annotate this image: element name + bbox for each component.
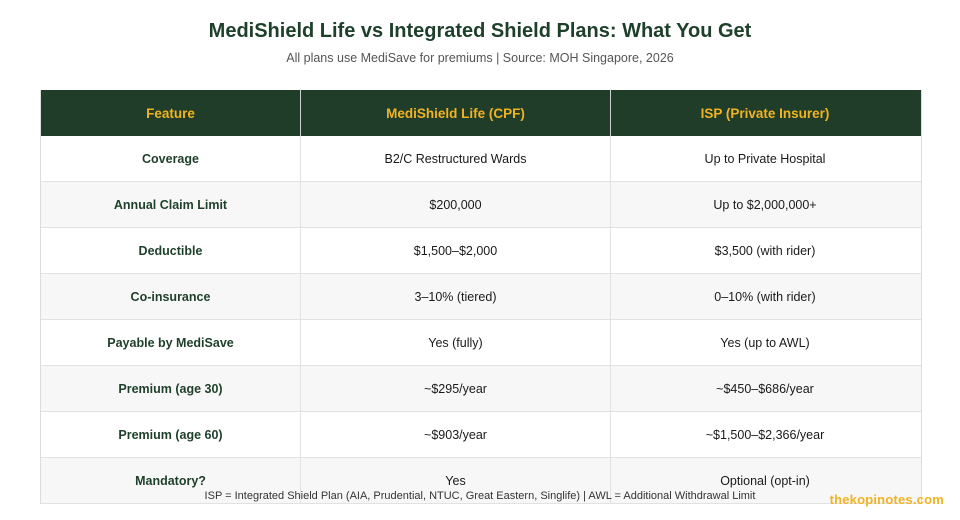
feature-cell: Co-insurance	[130, 289, 211, 304]
header-cell-medishield: MediShield Life (CPF)	[300, 90, 610, 136]
feature-cell: Deductible	[138, 243, 203, 258]
isp-cell: Optional (opt-in)	[610, 458, 919, 503]
medishield-cell: ~$903/year	[300, 412, 610, 457]
header-cell-feature: Feature	[146, 105, 195, 121]
table-header-row: Feature MediShield Life (CPF) ISP (Priva…	[41, 90, 921, 136]
comparison-table: Feature MediShield Life (CPF) ISP (Priva…	[40, 90, 922, 504]
feature-cell: Premium (age 30)	[118, 381, 223, 396]
isp-cell: 0–10% (with rider)	[610, 274, 919, 319]
table-row: Coverage B2/C Restructured Wards Up to P…	[41, 136, 921, 182]
brand-watermark: thekopinotes.com	[829, 492, 944, 507]
table-row: Mandatory? Yes Optional (opt-in)	[41, 458, 921, 504]
table-row: Deductible $1,500–$2,000 $3,500 (with ri…	[41, 228, 921, 274]
page-subtitle: All plans use MediSave for premiums | So…	[286, 51, 674, 65]
feature-cell: Mandatory?	[135, 473, 206, 488]
table-row: Annual Claim Limit $200,000 Up to $2,000…	[41, 182, 921, 228]
medishield-cell: $1,500–$2,000	[300, 228, 610, 273]
table-row: Payable by MediSave Yes (fully) Yes (up …	[41, 320, 921, 366]
table-row: Co-insurance 3–10% (tiered) 0–10% (with …	[41, 274, 921, 320]
medishield-cell: 3–10% (tiered)	[300, 274, 610, 319]
medishield-cell: $200,000	[300, 182, 610, 227]
table-row: Premium (age 60) ~$903/year ~$1,500–$2,3…	[41, 412, 921, 458]
isp-cell: $3,500 (with rider)	[610, 228, 919, 273]
feature-cell: Coverage	[142, 151, 199, 166]
table-row: Premium (age 30) ~$295/year ~$450–$686/y…	[41, 366, 921, 412]
feature-cell: Premium (age 60)	[118, 427, 223, 442]
medishield-cell: ~$295/year	[300, 366, 610, 411]
page-title: MediShield Life vs Integrated Shield Pla…	[208, 20, 752, 42]
medishield-cell: B2/C Restructured Wards	[300, 136, 610, 181]
feature-cell: Annual Claim Limit	[113, 197, 228, 212]
medishield-cell: Yes (fully)	[300, 320, 610, 365]
footnote: ISP = Integrated Shield Plan (AIA, Prude…	[204, 490, 756, 502]
isp-cell: ~$1,500–$2,366/year	[610, 412, 919, 457]
feature-cell: Payable by MediSave	[107, 335, 234, 350]
isp-cell: Up to $2,000,000+	[610, 182, 919, 227]
medishield-cell: Yes	[300, 458, 610, 503]
isp-cell: Yes (up to AWL)	[610, 320, 919, 365]
header-cell-isp: ISP (Private Insurer)	[610, 90, 919, 136]
isp-cell: ~$450–$686/year	[610, 366, 919, 411]
isp-cell: Up to Private Hospital	[610, 136, 919, 181]
